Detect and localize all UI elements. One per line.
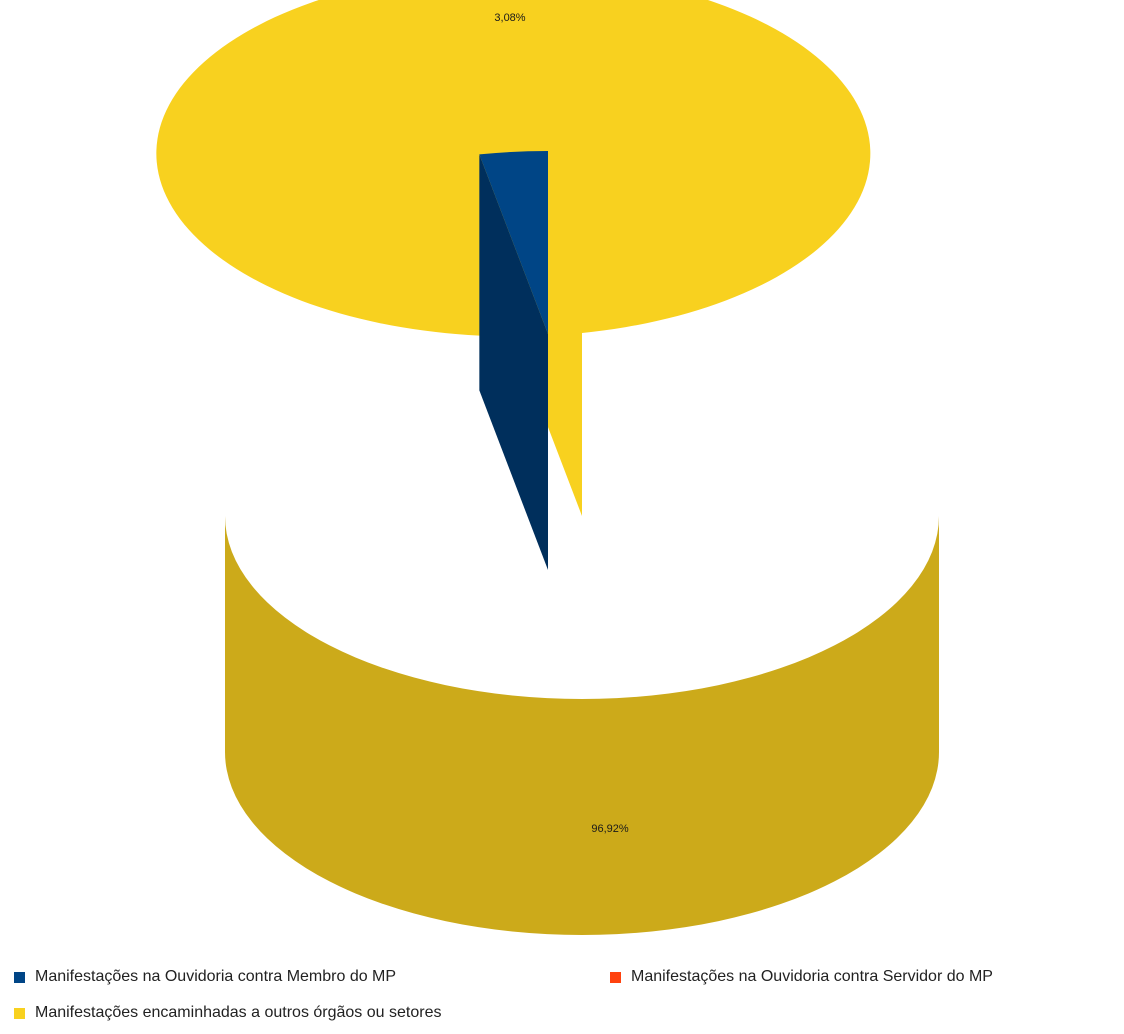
pie-slice-side-membro: [479, 154, 548, 570]
legend-item-encaminhadas: Manifestações encaminhadas a outros órgã…: [14, 1004, 441, 1022]
data-label-membro: 3,08%: [494, 12, 525, 24]
data-label-encaminhadas: 96,92%: [591, 823, 629, 835]
pie-data-labels: 3,08% 96,92%: [494, 12, 628, 835]
chart-legend: Manifestações na Ouvidoria contra Membro…: [14, 968, 1114, 1028]
legend-swatch-membro: [14, 971, 25, 983]
pie-slices: [156, 0, 939, 935]
legend-swatch-servidor: [610, 971, 621, 983]
legend-swatch-encaminhadas: [14, 1007, 25, 1019]
legend-label-encaminhadas: Manifestações encaminhadas a outros órgã…: [35, 1004, 442, 1021]
pie-slice-membro: [479, 151, 548, 334]
pie-slice-side-encaminhadas: [225, 516, 939, 935]
pie-chart: 3,08% 96,92%: [156, 0, 939, 935]
legend-item-servidor: Manifestações na Ouvidoria contra Servid…: [610, 968, 993, 986]
legend-label-membro: Manifestações na Ouvidoria contra Membro…: [35, 968, 397, 985]
legend-item-membro: Manifestações na Ouvidoria contra Membro…: [14, 968, 396, 986]
legend-label-servidor: Manifestações na Ouvidoria contra Servid…: [631, 968, 993, 985]
